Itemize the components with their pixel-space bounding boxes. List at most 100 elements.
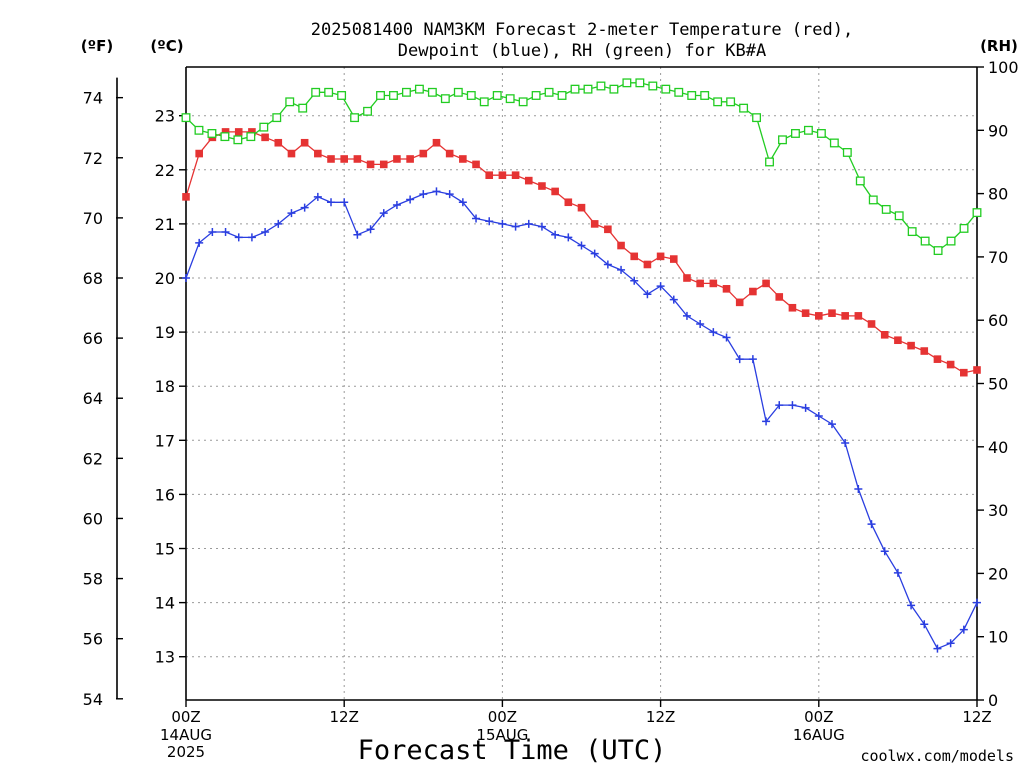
temperature-point	[524, 176, 533, 185]
rh-point	[752, 113, 762, 123]
rh-point	[829, 138, 839, 148]
x-tick-date-label: 16AUG	[793, 726, 845, 744]
dewpoint-point	[867, 520, 876, 529]
dewpoint-point	[445, 190, 454, 199]
temperature-point	[973, 366, 981, 374]
dewpoint-point	[195, 238, 204, 247]
dewpoint-point	[709, 328, 718, 337]
rh-point	[713, 97, 723, 107]
x-tick-label: 00Z	[488, 708, 517, 726]
dewpoint-point	[274, 219, 283, 228]
rh-point	[842, 148, 852, 157]
dewpoint-point	[643, 290, 652, 299]
temperature-point	[775, 293, 784, 301]
temperature-point	[340, 155, 348, 163]
fahrenheit-tick-label: 56	[83, 630, 103, 649]
dewpoint-point	[722, 333, 731, 342]
celsius-tick-label: 18	[155, 377, 175, 396]
temperature-point	[604, 225, 612, 234]
temperature-point	[195, 149, 203, 158]
celsius-tick-label: 16	[155, 485, 175, 504]
temperature-point	[459, 155, 467, 163]
dewpoint-point	[287, 209, 296, 218]
celsius-tick-label: 22	[155, 161, 175, 180]
temperature-point	[274, 138, 283, 147]
dewpoint-series	[182, 187, 981, 653]
temperature-point	[590, 220, 599, 228]
dewpoint-point	[590, 249, 599, 258]
rh-point	[778, 135, 787, 145]
rh-point	[557, 91, 567, 100]
rh-point	[207, 129, 217, 138]
rh-point	[791, 129, 800, 138]
temperature-point	[762, 279, 770, 288]
rh-point	[505, 94, 515, 104]
dewpoint-point	[959, 625, 968, 634]
x-tick-year-label: 2025	[167, 743, 205, 761]
temperature-point	[933, 355, 942, 363]
rh-point	[259, 122, 269, 132]
rh-point	[466, 91, 476, 100]
celsius-tick-label: 21	[155, 215, 175, 234]
dewpoint-point	[247, 233, 256, 242]
dewpoint-point	[617, 265, 626, 274]
dewpoint-point	[893, 568, 902, 577]
dewpoint-point	[234, 233, 243, 242]
rh-point	[246, 132, 256, 142]
x-tick-date-label: 14AUG	[160, 726, 212, 744]
dewpoint-point	[392, 200, 401, 209]
rh-tick-label: 70	[988, 248, 1008, 267]
celsius-tick-label: 13	[155, 648, 175, 667]
fahrenheit-tick-label: 54	[83, 690, 103, 709]
temperature-point	[788, 303, 797, 312]
fahrenheit-tick-label: 68	[83, 269, 103, 288]
rh-point	[311, 87, 321, 97]
rh-point	[492, 91, 502, 100]
rh-point	[298, 103, 308, 113]
rh-point	[427, 87, 437, 97]
dewpoint-point	[907, 601, 916, 610]
dewpoint-point	[261, 228, 270, 237]
rh-point	[920, 236, 930, 246]
rh-point	[233, 135, 243, 145]
celsius-unit-label: (ºC)	[150, 37, 183, 55]
temperature-point	[432, 138, 441, 147]
dewpoint-point	[603, 260, 612, 269]
rh-point	[881, 204, 891, 214]
temperature-point	[182, 193, 190, 201]
dewpoint-point	[419, 190, 428, 199]
fahrenheit-tick-label: 74	[83, 89, 103, 108]
temperature-point	[261, 133, 269, 142]
x-axis-label: Forecast Time (UTC)	[358, 735, 667, 766]
dewpoint-point	[327, 198, 336, 207]
dewpoint-point	[353, 230, 362, 239]
temperature-point	[248, 128, 256, 136]
dewpoint-point	[406, 195, 415, 204]
rh-point	[220, 132, 230, 142]
credit-text: coolwx.com/models	[860, 747, 1014, 765]
temperature-point	[735, 298, 744, 307]
dewpoint-point	[340, 198, 349, 207]
dewpoint-point	[762, 417, 771, 426]
rh-point	[440, 94, 450, 104]
celsius-tick-label: 20	[155, 269, 175, 288]
temperature-point	[696, 279, 704, 288]
rh-point	[479, 97, 489, 107]
rh-point	[855, 176, 865, 186]
rh-point	[583, 84, 593, 94]
celsius-tick-label: 15	[155, 540, 175, 559]
rh-point	[194, 125, 204, 135]
rh-point	[687, 91, 697, 100]
celsius-tick-label: 19	[155, 323, 175, 342]
rh-point	[635, 78, 645, 88]
dewpoint-point	[511, 222, 520, 231]
temperature-point	[445, 149, 454, 158]
temperature-point	[946, 360, 955, 369]
temperature-point	[828, 309, 836, 317]
rh-unit-label: (RH)	[980, 37, 1018, 55]
rh-point	[739, 103, 749, 113]
dewpoint-point	[182, 274, 190, 282]
dewpoint-point	[537, 222, 546, 231]
rh-point	[972, 208, 982, 218]
rh-point	[700, 91, 710, 100]
